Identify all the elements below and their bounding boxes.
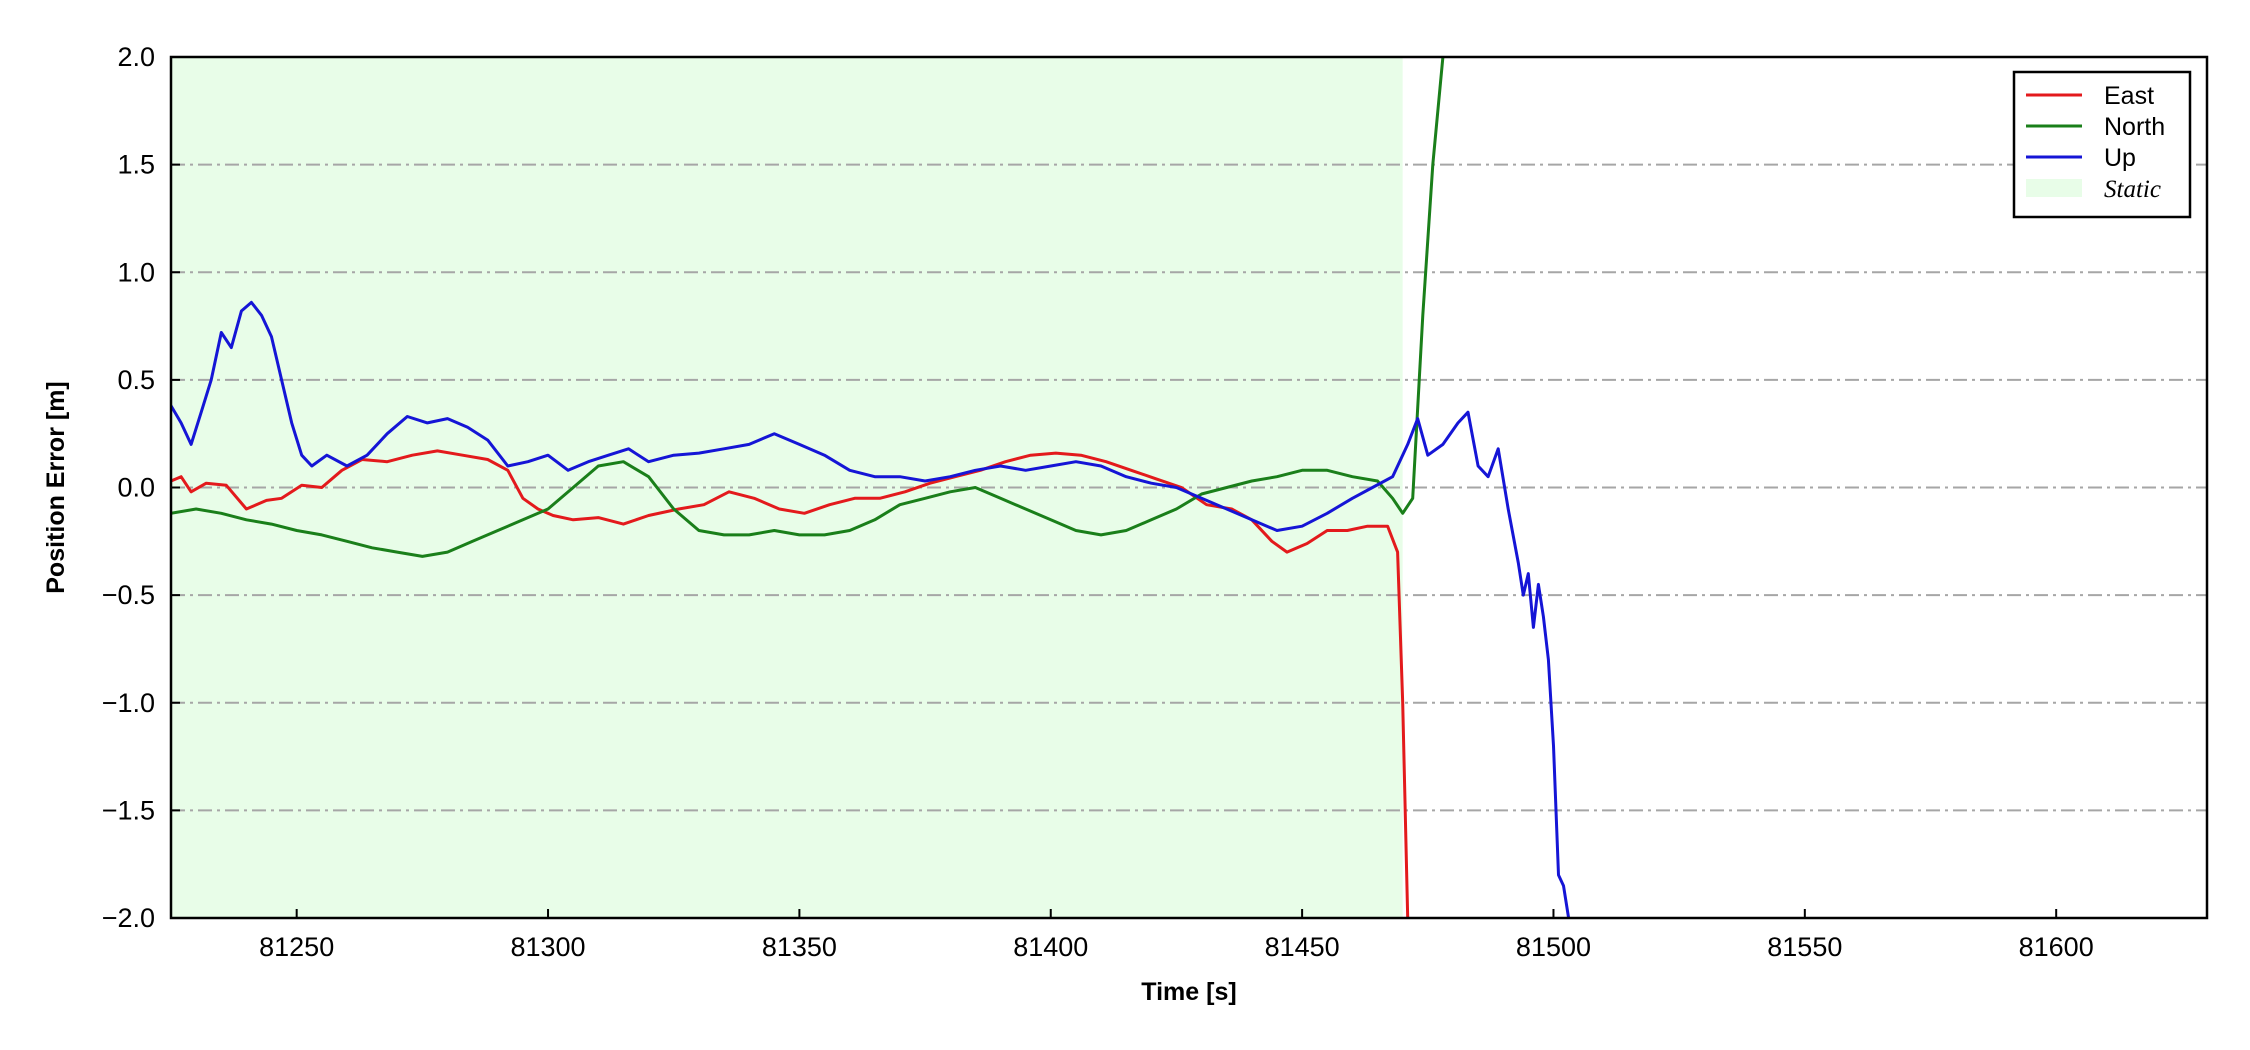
legend-label-east: East [2104, 82, 2154, 110]
tick-layer: 81250 81300 81350 81400 81450 81500 81550 81600… [102, 42, 2094, 962]
series-line-east [171, 449, 1410, 918]
grid-layer [171, 163, 2207, 812]
legend-items: East North Up Static [2026, 82, 2165, 203]
legend-label-up: Up [2104, 144, 2136, 172]
legend-swatch-static [2026, 179, 2082, 197]
y-tick-label: 0.0 [117, 473, 155, 503]
legend-item-up: Up [2026, 144, 2136, 172]
legend: East North Up Static [2012, 70, 2192, 219]
y-tick-label: 1.0 [117, 257, 155, 287]
x-tick-label: 81450 [1265, 932, 1340, 962]
x-tick-label: 81350 [762, 932, 837, 962]
x-axis-title: Time [s] [1141, 978, 1236, 1006]
y-tick-label: −1.0 [102, 688, 155, 718]
legend-item-east: East [2026, 82, 2154, 110]
y-tick-label: 0.5 [117, 365, 155, 395]
y-tick-label: 1.5 [117, 150, 155, 180]
y-tick-label: 2.0 [117, 42, 155, 72]
legend-item-static: Static [2026, 176, 2161, 203]
x-tick-label: 81500 [1516, 932, 1591, 962]
legend-label-static: Static [2104, 176, 2161, 203]
legend-item-north: North [2026, 113, 2165, 141]
y-tick-label: −0.5 [102, 580, 155, 610]
y-tick-label: −1.5 [102, 795, 155, 825]
series-layer [171, 57, 1571, 918]
y-tick-label: −2.0 [102, 903, 155, 933]
series-line-north [171, 57, 1445, 558]
x-tick-label: 81600 [2019, 932, 2094, 962]
x-tick-label: 81300 [510, 932, 585, 962]
legend-label-north: North [2104, 113, 2165, 141]
series-line-up [171, 300, 1571, 918]
x-tick-label: 81250 [259, 932, 334, 962]
x-tick-label: 81400 [1013, 932, 1088, 962]
x-tick-label: 81550 [1767, 932, 1842, 962]
y-axis-title: Position Error [m] [42, 381, 70, 594]
